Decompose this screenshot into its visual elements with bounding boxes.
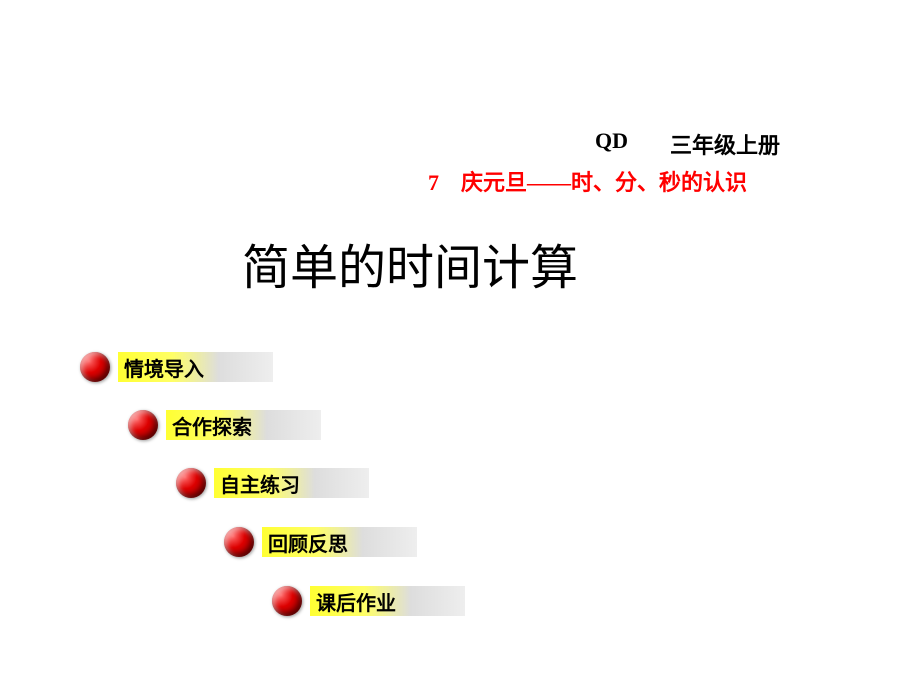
sphere-icon (176, 468, 206, 498)
nav-item-0[interactable]: 情境导入 (80, 352, 273, 382)
nav-label: 合作探索 (166, 410, 321, 440)
header-grade: 三年级上册 (670, 128, 780, 160)
sphere-icon (272, 586, 302, 616)
nav-item-4[interactable]: 课后作业 (272, 586, 465, 616)
nav-label: 回顾反思 (262, 527, 417, 557)
nav-item-3[interactable]: 回顾反思 (224, 527, 417, 557)
sphere-icon (128, 410, 158, 440)
nav-item-2[interactable]: 自主练习 (176, 468, 369, 498)
main-title: 简单的时间计算 (242, 228, 578, 298)
subtitle-text: 7 庆元旦——时、分、秒的认识 (428, 165, 747, 197)
nav-label: 情境导入 (118, 352, 273, 382)
sphere-icon (80, 352, 110, 382)
nav-label: 自主练习 (214, 468, 369, 498)
nav-label: 课后作业 (310, 586, 465, 616)
sphere-icon (224, 527, 254, 557)
header-prefix: QD (595, 128, 628, 154)
nav-item-1[interactable]: 合作探索 (128, 410, 321, 440)
